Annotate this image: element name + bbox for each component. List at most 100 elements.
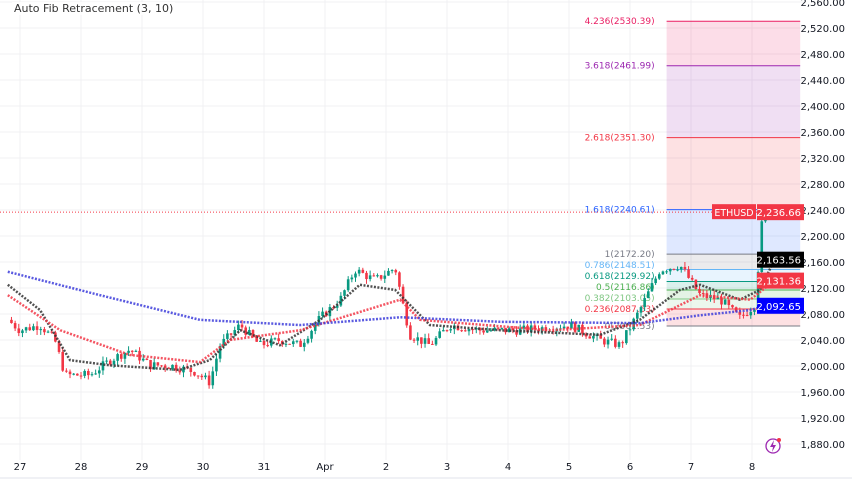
candle [262,340,266,346]
candle [636,312,639,319]
candle [398,272,401,287]
candle [676,269,679,271]
candle [731,305,734,308]
candle [10,319,13,324]
candle [98,370,101,374]
candle [372,275,376,277]
candle [291,341,295,345]
candle [335,305,339,308]
candle [420,337,423,344]
x-tick-label: 7 [688,462,694,473]
candle [522,325,526,329]
candle [614,338,617,347]
fib-level-label: 1.618(2240.61) [585,206,655,216]
candle [299,340,302,347]
candle [130,350,134,352]
candle [273,338,277,340]
x-tick-label: 3 [444,462,450,473]
candle [745,315,749,317]
candle [442,330,445,332]
y-tick-label: 2,160.00 [800,258,845,269]
fib-zone [666,65,801,138]
candle [43,329,46,333]
candle [573,322,577,332]
candle [720,297,723,305]
y-tick-label: 2,360.00 [800,128,845,139]
candle [310,330,313,339]
candle [204,375,207,378]
symbol-tag [712,204,756,220]
price-tag [757,251,804,268]
candle [189,367,193,373]
candle [529,325,533,332]
candle [39,329,43,331]
candle [365,272,368,280]
candle [332,307,335,309]
candle [493,327,496,331]
price-tag-label: 2,092.65 [756,302,801,313]
candle [72,373,75,375]
candle [357,269,361,274]
price-tag-label: 2,236.66 [756,208,801,219]
candle [390,270,394,272]
indicator-title: Auto Fib Retracement (3, 10) [12,2,176,15]
x-tick-label: 30 [197,462,210,473]
candle [679,266,683,270]
candle [511,328,515,331]
fib-level-label: 0.382(2103.05) [585,294,655,304]
candle [57,341,61,352]
y-tick-label: 1,960.00 [800,388,845,399]
candle [259,340,262,342]
price-tag [757,204,804,221]
candle [167,367,171,369]
notification-dot [777,438,781,442]
candle [427,338,430,344]
price-tag-label: 2,131.36 [756,277,801,288]
candle [65,370,68,372]
candle [405,302,409,326]
candle [654,278,657,284]
candle [211,371,215,386]
candle [101,361,105,371]
candle [156,362,160,366]
candle [431,343,434,345]
candle [628,329,632,331]
candle [734,307,738,312]
candle [226,333,229,339]
candle [108,360,112,365]
fib-level-label: 2.618(2351.30) [585,134,655,144]
candle [79,375,83,377]
candle [401,286,405,303]
candle [526,325,529,332]
candle [665,271,668,273]
candle [368,275,372,280]
candle [61,351,64,371]
candle [123,352,127,359]
candle [321,311,324,317]
candle [485,330,489,333]
candle [672,268,676,270]
candle [196,375,200,377]
candle [21,330,24,334]
y-tick-label: 2,080.00 [800,310,845,321]
candle [668,268,672,272]
y-tick-label: 2,560.00 [800,0,845,9]
candle [694,279,698,289]
symbol-tag-label: ETHUSD [714,208,753,219]
candle [723,299,727,305]
candle [533,325,537,330]
price-tag [757,297,804,314]
candle [24,327,28,331]
x-tick-label: 28 [75,462,88,473]
candle [661,271,665,275]
candle [119,354,123,359]
candle [409,325,412,340]
candle [94,373,97,375]
candle [193,372,196,376]
candle [46,331,50,333]
candle [742,314,745,316]
fib-level-label: 1(2172.20) [605,250,655,260]
candle [507,328,511,333]
candle [83,370,86,376]
